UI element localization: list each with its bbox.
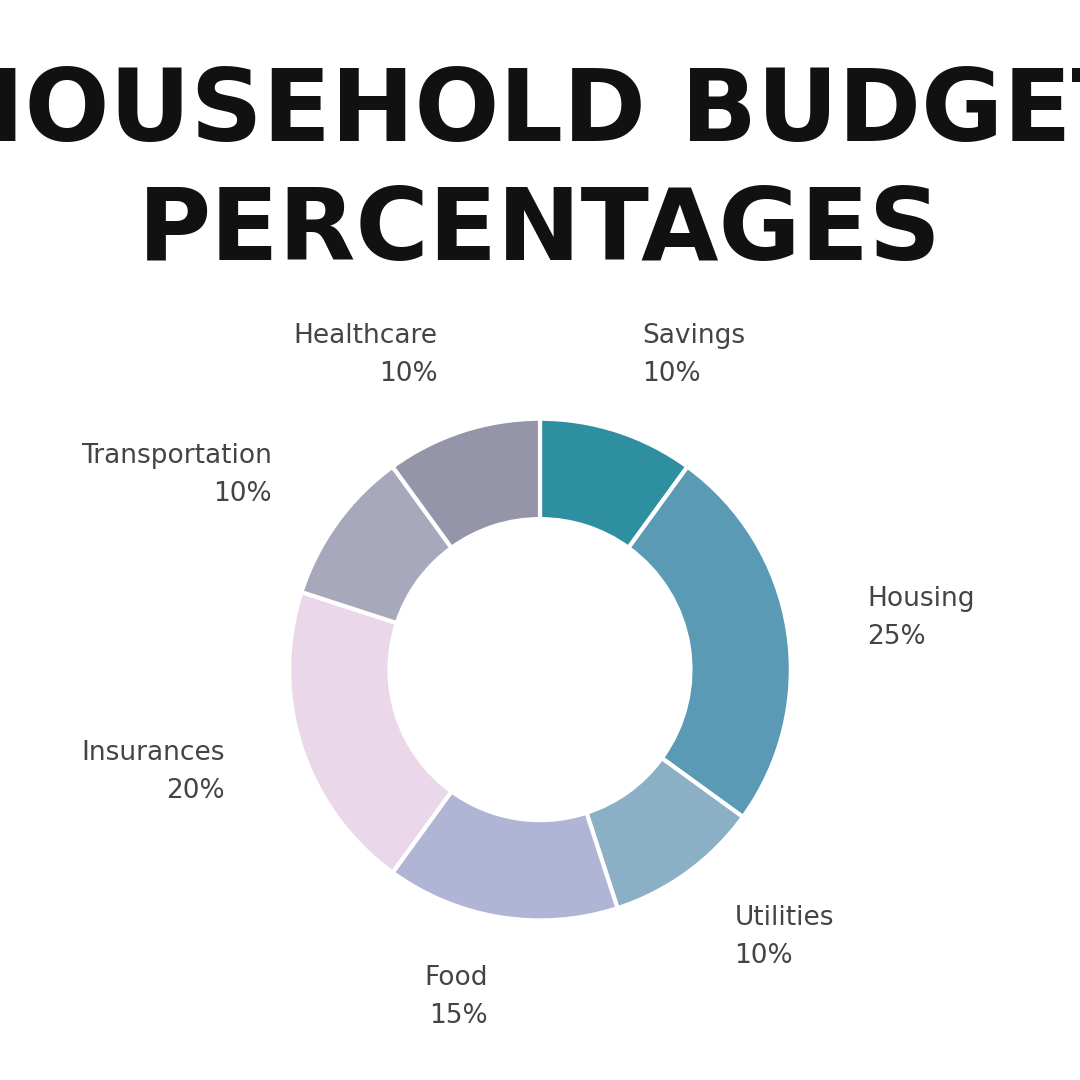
Text: Housing
25%: Housing 25%: [867, 585, 974, 650]
Wedge shape: [289, 592, 451, 873]
Wedge shape: [540, 419, 688, 548]
Wedge shape: [629, 467, 791, 818]
Wedge shape: [392, 419, 540, 548]
Text: Transportation
10%: Transportation 10%: [81, 443, 272, 507]
Wedge shape: [586, 758, 743, 908]
Text: Savings
10%: Savings 10%: [643, 323, 745, 387]
Text: Food
15%: Food 15%: [424, 964, 488, 1028]
Text: Insurances
20%: Insurances 20%: [82, 740, 225, 804]
Wedge shape: [392, 792, 618, 920]
Text: Healthcare
10%: Healthcare 10%: [294, 323, 437, 387]
Text: PERCENTAGES: PERCENTAGES: [138, 184, 942, 281]
Text: Utilities
10%: Utilities 10%: [734, 905, 834, 970]
Wedge shape: [301, 467, 451, 623]
Text: HOUSEHOLD BUDGET: HOUSEHOLD BUDGET: [0, 65, 1080, 162]
